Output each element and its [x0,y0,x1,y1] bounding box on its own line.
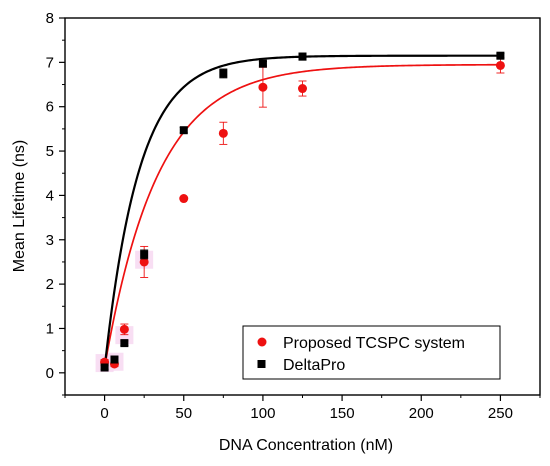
legend-label-deltapro: DeltaPro [283,357,345,374]
data-point-1-6 [258,59,267,68]
data-point-1-8 [496,51,505,60]
fit-curve-0 [103,63,501,368]
data-point-1-1 [110,355,119,364]
y-axis-title: Mean Lifetime (ns) [11,140,28,273]
y-tick-label-3: 3 [46,232,54,249]
y-tick-label-8: 8 [46,10,54,27]
y-tick-label-0: 0 [46,365,54,382]
data-point-0-3 [139,257,149,267]
data-point-0-6 [258,82,268,92]
data-point-0-8 [495,60,505,70]
fit-layer [103,54,501,369]
data-point-0-4 [179,194,189,204]
y-tick-label-2: 2 [46,276,54,293]
x-tick-label-3: 150 [330,405,355,422]
data-point-0-5 [218,128,228,138]
x-tick-label-2: 100 [250,405,275,422]
data-point-0-7 [298,84,307,94]
ticks-layer: 0 50 100 150 200 250 0 1 2 3 4 5 6 7 8 [46,10,541,422]
x-axis-title: DNA Concentration (nM) [219,437,393,454]
data-point-1-5 [219,69,228,78]
data-point-1-0 [100,363,109,372]
x-tick-label-1: 50 [175,405,192,422]
x-tick-label-5: 250 [488,405,513,422]
y-tick-label-1: 1 [46,320,54,337]
y-tick-label-4: 4 [46,187,54,204]
x-tick-label-0: 0 [100,405,108,422]
legend-label-proposed-tcspc: Proposed TCSPC system [283,335,465,352]
data-point-1-7 [298,52,307,61]
data-point-1-2 [120,339,129,348]
data-point-1-3 [140,250,149,259]
legend-marker-deltapro [257,360,266,368]
y-tick-label-5: 5 [46,143,54,160]
data-point-1-4 [179,126,188,135]
legend: Proposed TCSPC system DeltaPro [242,325,501,380]
fit-curve-1 [103,54,501,369]
y-tick-label-7: 7 [46,54,54,71]
y-tick-label-6: 6 [46,99,54,116]
legend-box [242,325,501,380]
data-point-0-2 [119,324,129,334]
legend-marker-proposed-tcspc [257,337,267,347]
x-tick-label-4: 200 [409,405,434,422]
points-layer [100,51,505,372]
